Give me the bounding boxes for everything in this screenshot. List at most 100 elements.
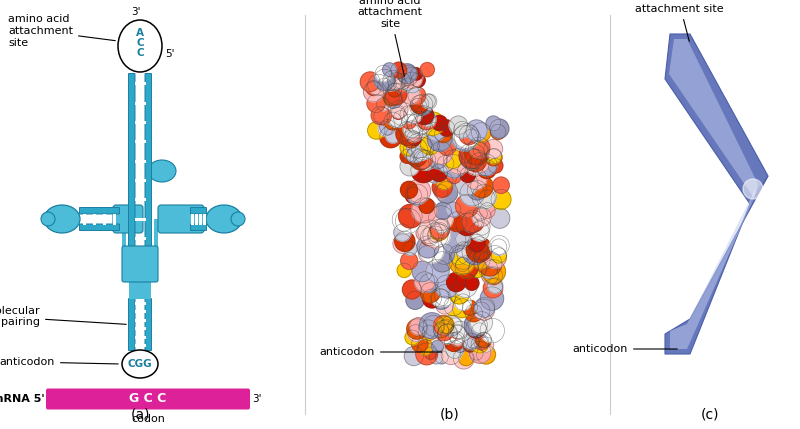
Circle shape: [435, 275, 458, 298]
Circle shape: [428, 150, 447, 169]
Text: intramolecular
base pairing: intramolecular base pairing: [0, 306, 126, 327]
Circle shape: [454, 273, 478, 297]
FancyBboxPatch shape: [154, 219, 158, 264]
Circle shape: [470, 175, 493, 198]
Circle shape: [449, 284, 470, 304]
Circle shape: [436, 296, 454, 314]
Ellipse shape: [118, 20, 162, 72]
Circle shape: [472, 184, 496, 209]
Circle shape: [426, 122, 446, 141]
FancyBboxPatch shape: [190, 224, 206, 230]
Circle shape: [380, 119, 395, 135]
Circle shape: [437, 316, 454, 334]
Circle shape: [428, 224, 450, 247]
Circle shape: [401, 78, 414, 91]
Polygon shape: [669, 39, 758, 198]
Circle shape: [442, 228, 466, 253]
Circle shape: [411, 116, 430, 134]
Circle shape: [363, 82, 383, 102]
Circle shape: [438, 323, 458, 344]
Circle shape: [384, 90, 402, 108]
Bar: [191, 214, 194, 224]
Text: amino acid
attachment
site: amino acid attachment site: [8, 15, 115, 48]
Circle shape: [402, 67, 422, 88]
Circle shape: [443, 155, 466, 178]
Circle shape: [382, 77, 396, 91]
Circle shape: [470, 347, 483, 360]
Circle shape: [437, 155, 454, 172]
Circle shape: [406, 291, 424, 309]
Circle shape: [400, 157, 419, 176]
Circle shape: [406, 114, 426, 133]
Circle shape: [402, 114, 416, 129]
Circle shape: [434, 323, 449, 338]
Circle shape: [462, 333, 479, 350]
Circle shape: [405, 330, 420, 345]
Circle shape: [465, 141, 489, 165]
Circle shape: [434, 320, 454, 341]
Circle shape: [482, 260, 506, 284]
Circle shape: [383, 70, 403, 91]
Circle shape: [460, 167, 475, 182]
Circle shape: [420, 283, 440, 302]
Circle shape: [377, 98, 390, 111]
Bar: [134, 310, 146, 313]
Circle shape: [380, 126, 402, 148]
Circle shape: [407, 131, 422, 145]
Circle shape: [473, 142, 487, 157]
Circle shape: [403, 138, 428, 162]
Circle shape: [417, 236, 439, 258]
Circle shape: [474, 299, 494, 320]
Bar: [134, 218, 146, 221]
Ellipse shape: [206, 205, 242, 233]
Circle shape: [441, 344, 461, 365]
Text: (c): (c): [701, 407, 719, 421]
Circle shape: [449, 325, 466, 344]
Circle shape: [456, 257, 470, 272]
Text: amino acid
attachment
site: amino acid attachment site: [358, 0, 422, 76]
Circle shape: [378, 121, 393, 136]
Circle shape: [434, 184, 448, 199]
Ellipse shape: [44, 205, 80, 233]
Circle shape: [371, 106, 390, 124]
Circle shape: [386, 83, 407, 105]
Circle shape: [407, 179, 430, 203]
Circle shape: [482, 267, 499, 284]
Bar: [134, 336, 146, 339]
Circle shape: [486, 116, 501, 131]
Circle shape: [446, 169, 461, 184]
Circle shape: [466, 318, 486, 338]
Bar: [134, 327, 146, 330]
Circle shape: [486, 149, 502, 166]
Circle shape: [469, 259, 486, 278]
Circle shape: [490, 236, 510, 255]
Circle shape: [386, 128, 401, 143]
Bar: [134, 160, 146, 163]
Text: G C C: G C C: [130, 393, 166, 405]
Circle shape: [410, 149, 431, 170]
Text: CGG: CGG: [128, 359, 152, 369]
Circle shape: [394, 73, 410, 89]
Circle shape: [385, 89, 402, 106]
Circle shape: [454, 348, 474, 369]
Circle shape: [455, 194, 478, 218]
Circle shape: [398, 204, 422, 228]
Circle shape: [468, 234, 486, 252]
Circle shape: [414, 272, 434, 292]
Text: (a): (a): [130, 407, 150, 421]
Circle shape: [454, 294, 471, 310]
Circle shape: [469, 341, 491, 363]
Circle shape: [443, 150, 462, 168]
Circle shape: [436, 172, 453, 190]
Circle shape: [456, 232, 470, 246]
Circle shape: [391, 106, 405, 119]
Circle shape: [467, 180, 487, 200]
Circle shape: [421, 227, 438, 246]
Circle shape: [410, 98, 427, 115]
Bar: [134, 121, 146, 124]
Circle shape: [476, 332, 492, 347]
Circle shape: [368, 74, 389, 95]
Circle shape: [421, 112, 436, 127]
Circle shape: [388, 83, 402, 97]
Circle shape: [422, 111, 434, 124]
